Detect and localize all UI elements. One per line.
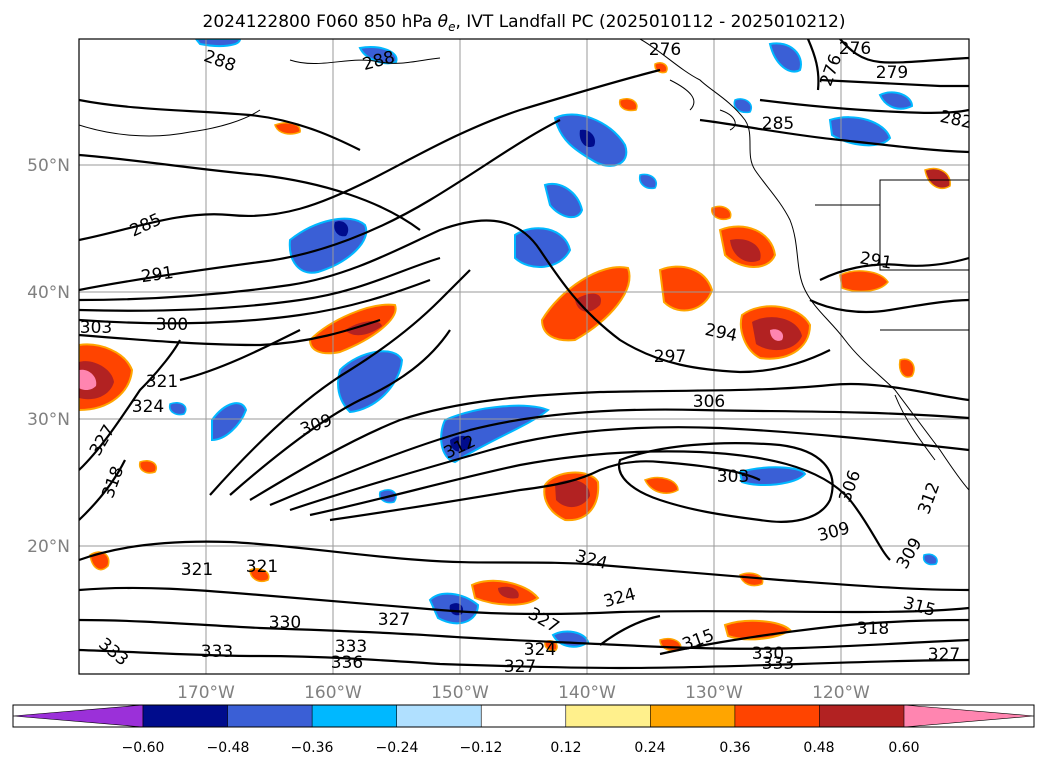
longitude-labels: 170°W 160°W 150°W 140°W 130°W 120°W [177, 683, 870, 703]
contour-label: 324 [132, 397, 164, 417]
colorbar-outline [12, 704, 1035, 728]
contour-label: 300 [156, 315, 188, 335]
colorbar-tick-label: −0.12 [460, 740, 503, 756]
colorbar-extend-high [903, 704, 1035, 728]
colorbar-segment [311, 704, 398, 728]
contour-label: 291 [140, 263, 175, 287]
lat-label: 20°N [27, 537, 70, 557]
lon-label: 160°W [304, 683, 362, 703]
contour-label: 321 [181, 560, 213, 580]
latitude-labels: 50°N 40°N 30°N 20°N [27, 156, 70, 557]
colorbar-tick-labels: −0.60 −0.48 −0.36 −0.24 −0.12 0.12 0.24 … [122, 740, 920, 756]
contour-label: 303 [717, 467, 749, 487]
lon-label: 130°W [685, 683, 743, 703]
lon-label: 140°W [558, 683, 616, 703]
colorbar-segments [12, 704, 1035, 728]
colorbar-segment [142, 704, 229, 728]
contour-label: 333 [201, 642, 233, 662]
colorbar-extend-low [12, 704, 144, 728]
colorbar-tick-label: 0.24 [634, 740, 665, 756]
positive-anomaly-shading [79, 61, 951, 652]
colorbar-segment [480, 704, 567, 728]
colorbar-segment [819, 704, 905, 728]
contour-label: 333 [335, 637, 367, 657]
lat-label: 50°N [27, 156, 70, 176]
map-title: 2024122800 F060 850 hPa θe, IVT Landfall… [203, 12, 846, 34]
coastlines [79, 39, 969, 491]
contour-label: 327 [378, 610, 410, 630]
contour-label: 285 [762, 114, 794, 134]
contour-label: 321 [146, 372, 178, 392]
contour-label: 306 [693, 392, 725, 412]
lon-label: 170°W [177, 683, 235, 703]
colorbar-segment [396, 704, 483, 728]
contour-label: 318 [857, 619, 889, 639]
colorbar-tick-label: 0.48 [803, 740, 834, 756]
contour-label: 321 [246, 557, 278, 577]
contour-label: 324 [524, 640, 556, 660]
contour-label: 297 [654, 347, 686, 367]
colorbar-tick-label: −0.36 [291, 740, 334, 756]
contour-label: 327 [928, 645, 960, 665]
colorbar-tick-label: 0.60 [888, 740, 919, 756]
contour-label: 336 [331, 653, 363, 673]
contour-label: 303 [80, 318, 112, 338]
colorbar-segment [565, 704, 652, 728]
lon-label: 150°W [431, 683, 489, 703]
colorbar-tick-label: 0.36 [719, 740, 750, 756]
lon-label: 120°W [812, 683, 870, 703]
colorbar-segment [227, 704, 313, 728]
colorbar-tick-label: −0.24 [376, 740, 419, 756]
contour-label: 279 [876, 63, 908, 83]
colorbar-tick-label: −0.48 [207, 740, 250, 756]
contour-label: 327 [504, 657, 536, 677]
colorbar-tick-label: 0.12 [550, 740, 581, 756]
contour-label: 330 [752, 644, 784, 664]
map-frame [78, 38, 970, 675]
map-graticule [79, 39, 969, 674]
lat-label: 30°N [27, 410, 70, 430]
lat-label: 40°N [27, 283, 70, 303]
contour-label: 276 [649, 40, 681, 60]
colorbar-segment [734, 704, 821, 728]
theta-e-contours [79, 39, 969, 670]
colorbar: −0.60 −0.48 −0.36 −0.24 −0.12 0.12 0.24 … [12, 704, 1035, 756]
map-panel: 288 288 276 276 276 279 282 285 285 291 … [78, 38, 970, 677]
colorbar-segment [650, 704, 736, 728]
contour-label: 330 [269, 613, 301, 633]
contour-label: 333 [762, 654, 794, 674]
colorbar-tick-label: −0.60 [122, 740, 165, 756]
contour-label: 276 [839, 39, 871, 59]
